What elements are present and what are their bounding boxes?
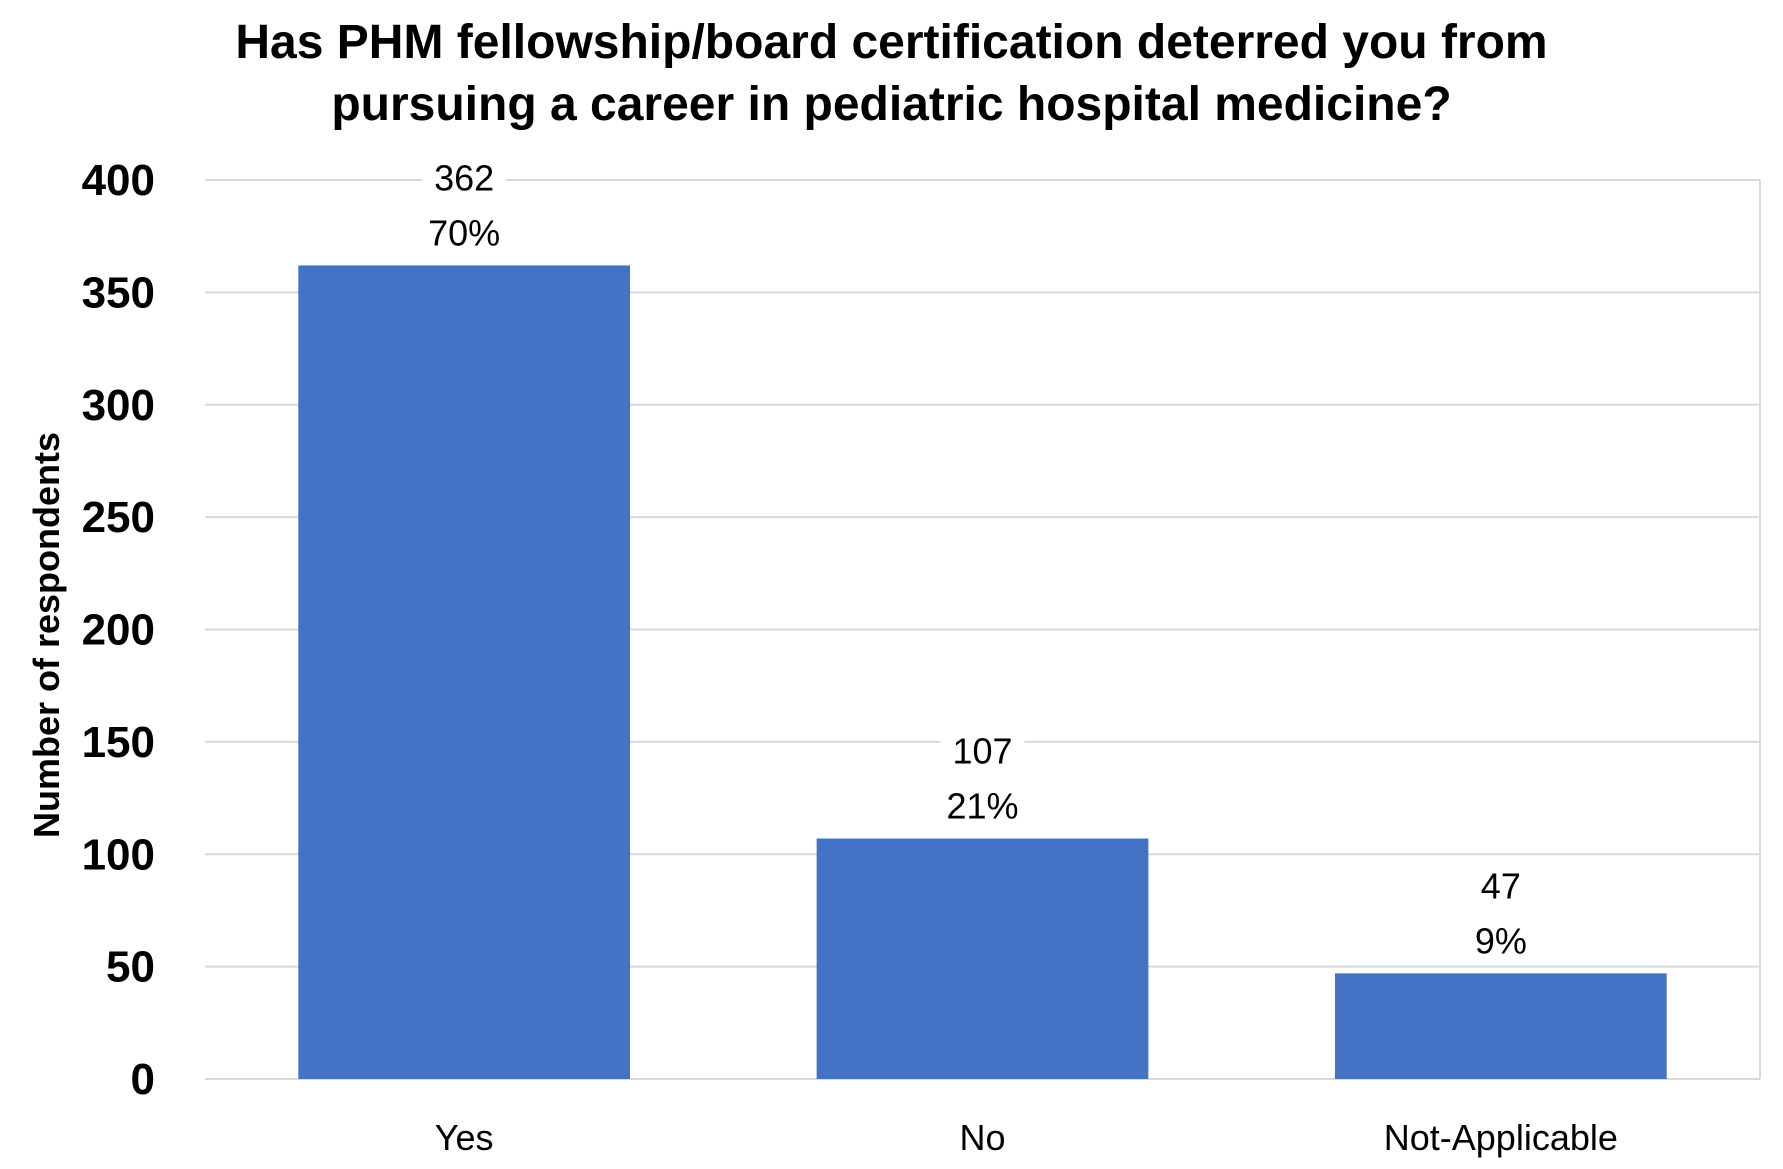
x-tick-label: No <box>959 1117 1005 1158</box>
x-axis-ticks: Yes No Not-Applicable <box>435 1117 1618 1158</box>
y-tick-label: 400 <box>82 156 155 205</box>
data-label-value-background <box>1469 864 1532 909</box>
y-tick-label: 100 <box>82 830 155 879</box>
y-tick-label: 250 <box>82 493 155 542</box>
data-label-percent-background <box>422 211 507 256</box>
bars <box>298 265 1667 1079</box>
x-tick-label: Not-Applicable <box>1384 1117 1618 1158</box>
data-label-value: 107 <box>952 731 1012 772</box>
data-label-value: 47 <box>1481 865 1521 906</box>
y-axis-label: Number of respondents <box>26 432 67 838</box>
bar-not-applicable <box>1334 973 1667 1079</box>
y-tick-label: 350 <box>82 268 155 317</box>
y-tick-label: 200 <box>82 606 155 655</box>
data-label-value: 362 <box>434 157 494 198</box>
data-label-percent-background <box>940 784 1025 829</box>
data-label-value-background <box>940 729 1025 774</box>
y-tick-label: 0 <box>131 1055 155 1104</box>
y-axis-ticks: 0 50 100 150 200 250 300 350 400 <box>82 156 155 1104</box>
bar-yes <box>298 265 631 1079</box>
data-labels: 362 70% 107 21% 47 9% <box>422 156 1532 964</box>
x-tick-label: Yes <box>435 1117 494 1158</box>
bar-no <box>816 838 1149 1079</box>
y-tick-label: 50 <box>106 943 155 992</box>
data-label-value-background <box>422 156 507 201</box>
y-tick-label: 150 <box>82 718 155 767</box>
chart-title-line-1: Has PHM fellowship/board certification d… <box>235 16 1548 69</box>
chart-title-line-2: pursuing a career in pediatric hospital … <box>331 78 1452 131</box>
data-label-percent-background <box>1469 919 1532 964</box>
data-label-percent: 21% <box>946 786 1018 827</box>
data-label-percent: 9% <box>1475 920 1527 961</box>
data-label-percent: 70% <box>428 212 500 253</box>
y-tick-label: 300 <box>82 381 155 430</box>
